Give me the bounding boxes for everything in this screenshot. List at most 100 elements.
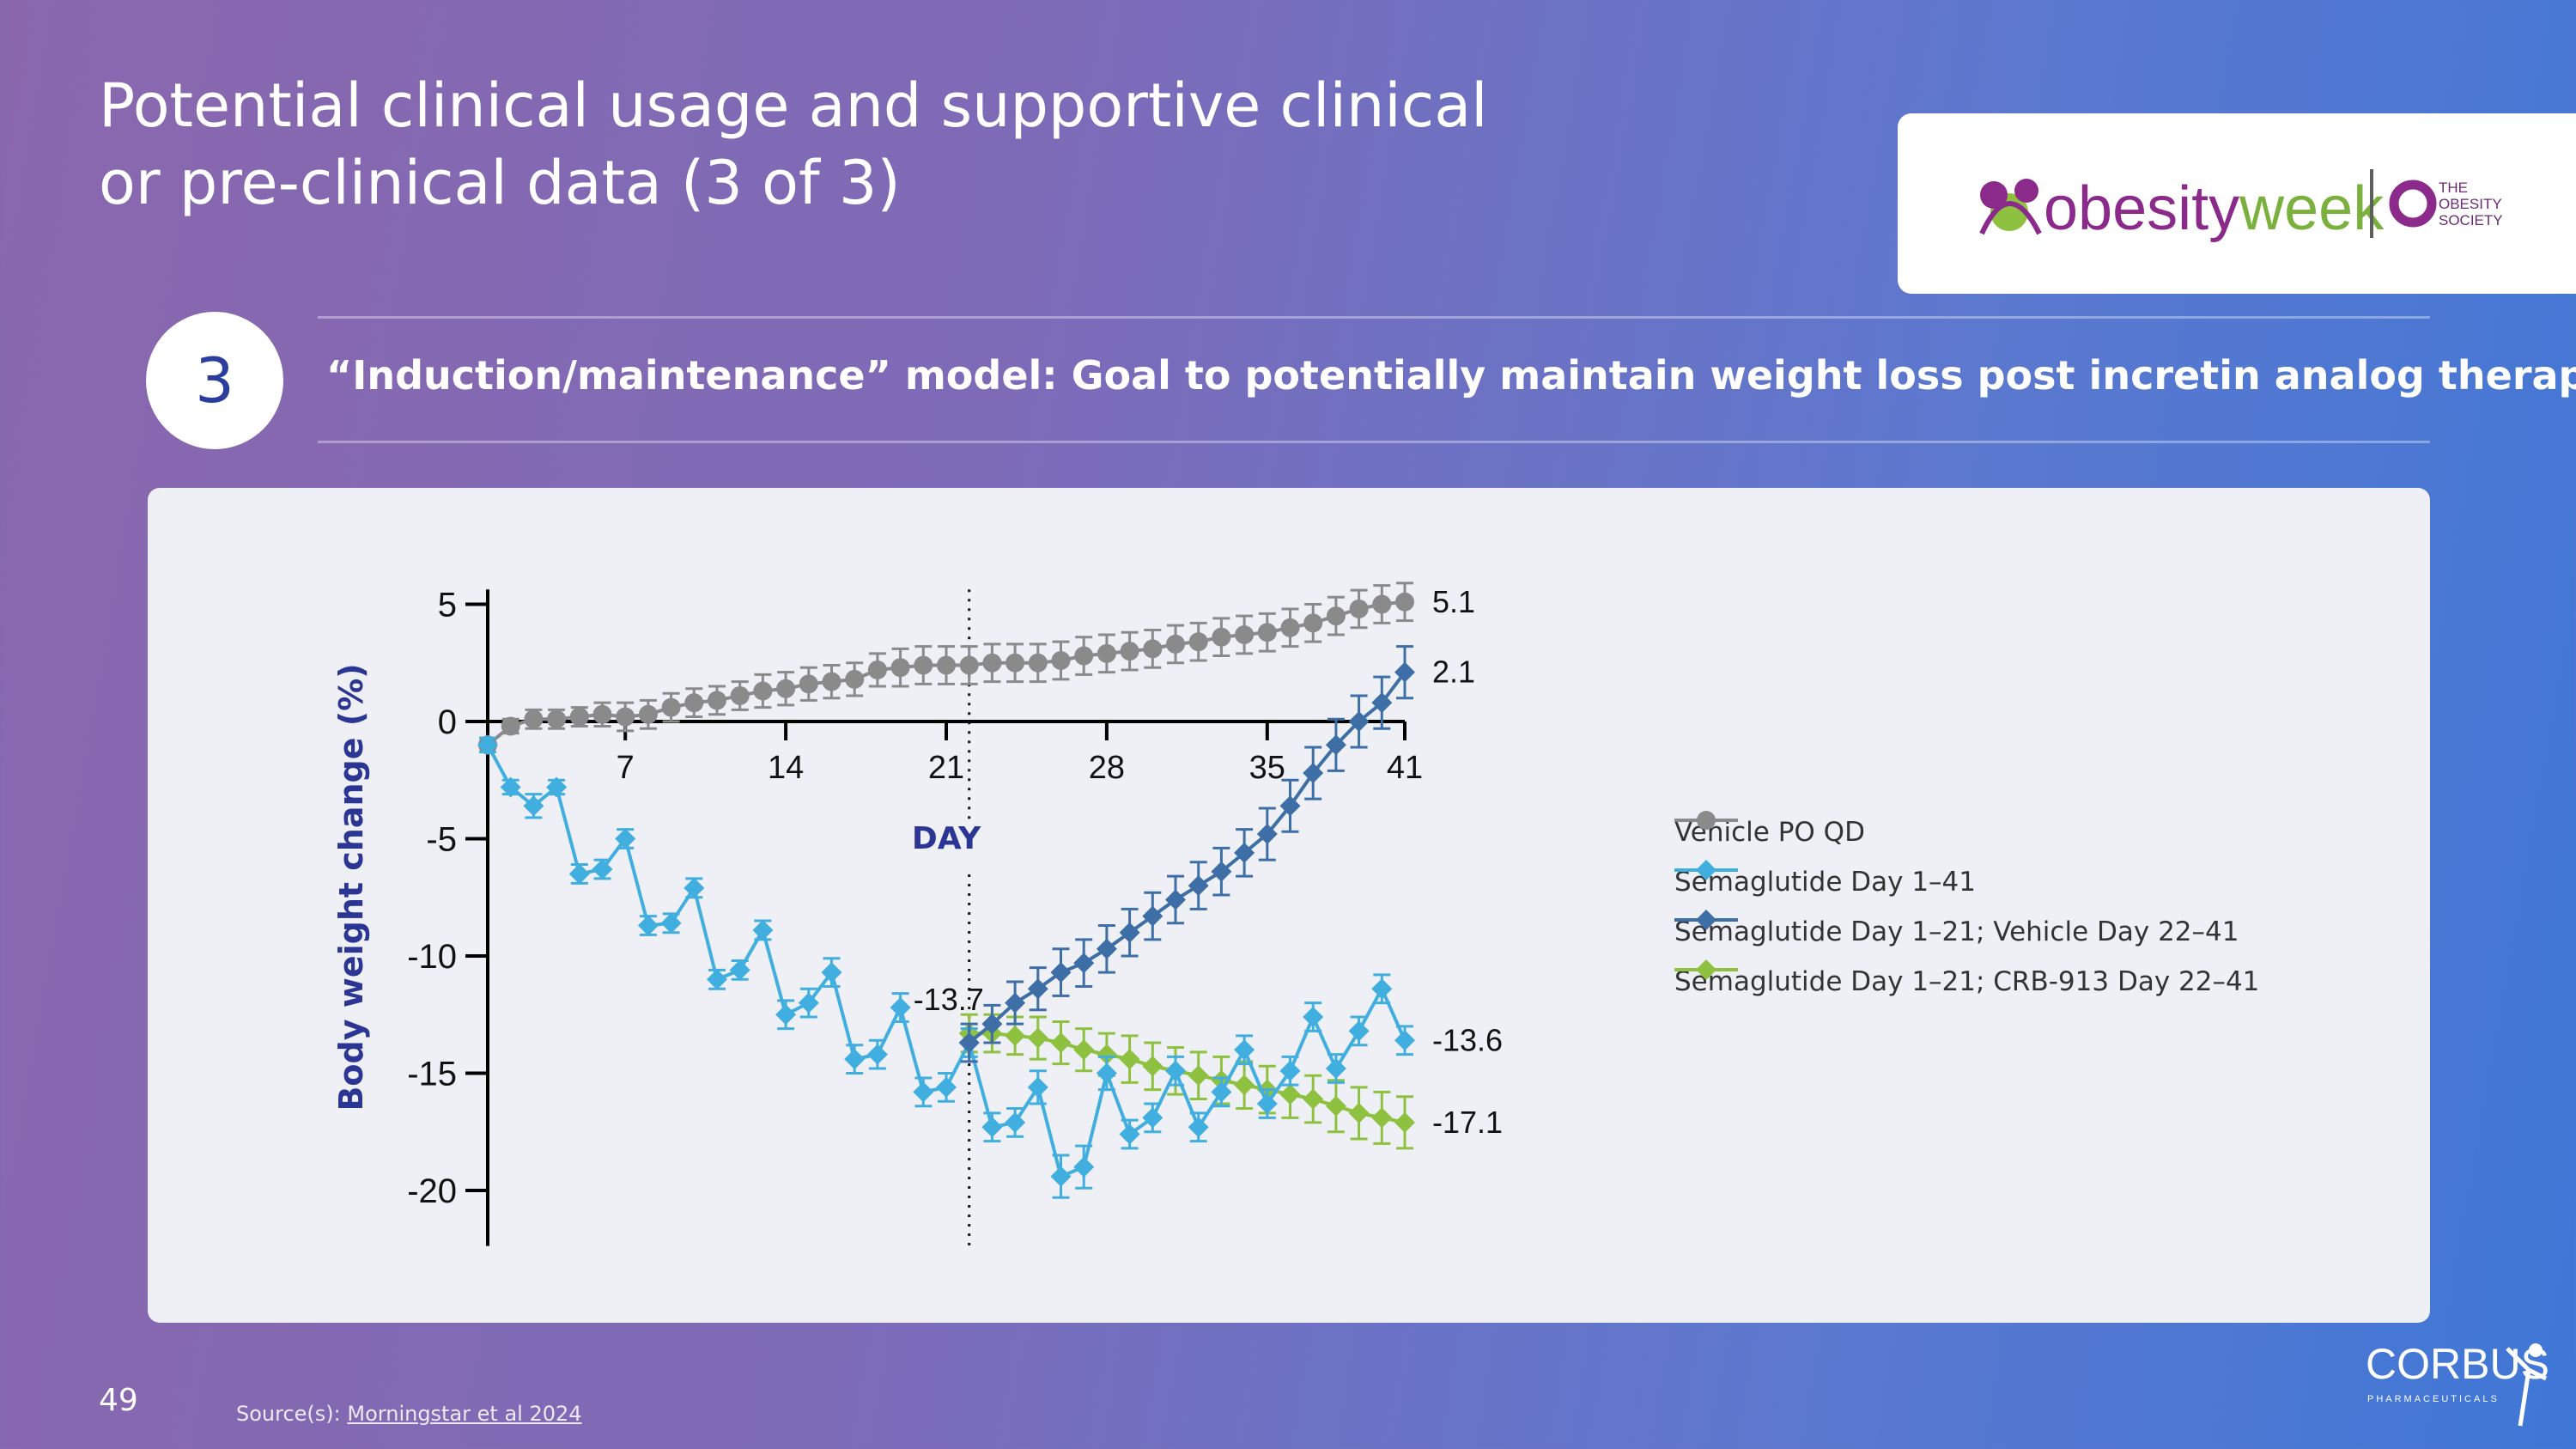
data-point (867, 660, 887, 679)
data-point (1280, 618, 1300, 637)
data-point (1050, 1166, 1072, 1187)
society-line-2: OBESITY (2439, 196, 2502, 212)
data-point (1394, 661, 1415, 683)
data-point (844, 1049, 866, 1070)
data-point (1348, 1102, 1370, 1123)
data-point (1279, 1060, 1301, 1081)
data-point (1051, 651, 1071, 671)
title-line-2: or pre-clinical data (3 of 3) (99, 148, 901, 218)
data-point (1028, 653, 1048, 673)
data-point (1256, 1093, 1278, 1114)
data-point (890, 997, 911, 1019)
data-point (1394, 1111, 1415, 1133)
data-point (1325, 1058, 1346, 1080)
x-tick-label: 35 (1249, 750, 1285, 786)
legend-swatch (1674, 811, 1738, 830)
data-point (500, 776, 521, 798)
legend-item: Semaglutide Day 1–21; Vehicle Day 22–41 (1674, 907, 2259, 957)
data-point (637, 915, 659, 936)
data-point (1142, 1056, 1163, 1077)
data-point (822, 672, 841, 691)
obesityweek-wordmark: obesityweek (2044, 174, 2385, 243)
data-point (1348, 711, 1370, 732)
data-point (1256, 824, 1278, 845)
data-point (1143, 639, 1163, 659)
data-point (1371, 1107, 1393, 1129)
data-point (981, 1014, 1003, 1035)
data-point (569, 707, 589, 727)
data-point (1348, 1020, 1370, 1042)
data-point (1027, 978, 1048, 1000)
data-point (1166, 634, 1185, 654)
legend-item: Semaglutide Day 1–41 (1674, 857, 2259, 907)
data-point (1394, 1030, 1415, 1051)
legend-label: Semaglutide Day 1–21; CRB-913 Day 22–41 (1674, 966, 2260, 997)
data-point (1211, 1081, 1232, 1103)
data-point (913, 1081, 934, 1103)
data-point (1188, 1065, 1209, 1087)
y-tick-label: 0 (438, 703, 457, 741)
legend-item: Semaglutide Day 1–21; CRB-913 Day 22–41 (1674, 957, 2259, 1007)
data-point (1326, 606, 1346, 626)
x-tick-label: 41 (1387, 750, 1423, 786)
data-point (1212, 627, 1231, 647)
data-point (1257, 623, 1277, 642)
data-point (661, 697, 681, 717)
title-line-1: Potential clinical usage and supportive … (99, 70, 1488, 141)
y-tick-label: 5 (438, 587, 457, 624)
source-link[interactable]: Morningstar et al 2024 (347, 1402, 582, 1426)
x-axis-label: DAY (912, 821, 981, 856)
data-point (1395, 592, 1414, 612)
data-point (477, 734, 498, 756)
section-number-badge: 3 (146, 312, 283, 449)
data-point (1096, 1062, 1117, 1084)
y-tick-label: -10 (407, 938, 457, 976)
data-point (1027, 1076, 1048, 1098)
page-number: 49 (99, 1383, 138, 1418)
corbus-wordmark: CORBUS (2366, 1340, 2549, 1388)
data-point (1142, 1107, 1163, 1129)
society-line-3: SOCIETY (2439, 212, 2503, 228)
corbus-logo: CORBUS PHARMACEUTICALS (2361, 1331, 2559, 1438)
data-point (981, 1117, 1003, 1138)
y-tick-label: -5 (426, 821, 457, 859)
data-point (616, 707, 635, 727)
data-point (1303, 1088, 1324, 1110)
data-point (1073, 953, 1095, 974)
y-tick-label: -20 (407, 1172, 457, 1210)
data-point (638, 704, 658, 724)
data-point (1279, 1084, 1301, 1105)
data-point (1096, 1044, 1117, 1065)
data-point (1027, 1027, 1048, 1049)
data-point (1188, 632, 1208, 652)
data-point (660, 912, 682, 934)
data-point (708, 691, 726, 710)
data-point (1120, 642, 1139, 661)
society-icon (2389, 180, 2437, 228)
legend-swatch (1674, 959, 1738, 980)
x-tick-label: 21 (928, 750, 964, 786)
data-label: -13.7 (914, 982, 984, 1017)
data-point (890, 658, 910, 678)
data-point (547, 709, 567, 729)
data-point (1234, 1039, 1255, 1061)
source-note: Source(s): Morningstar et al 2024 (236, 1402, 582, 1426)
data-point (1165, 1060, 1186, 1081)
data-point (1371, 978, 1393, 1000)
data-point (959, 655, 979, 675)
source-prefix: Source(s): (236, 1402, 341, 1426)
data-point (546, 776, 568, 798)
data-point (937, 655, 956, 675)
data-point (752, 919, 774, 941)
data-point (775, 1004, 797, 1026)
rule-top (318, 316, 2430, 319)
data-point (592, 858, 613, 880)
data-point (798, 992, 819, 1014)
data-point (1234, 842, 1255, 863)
data-point (592, 704, 612, 724)
data-point (914, 655, 933, 675)
data-point (1119, 922, 1140, 943)
data-label: -17.1 (1432, 1105, 1503, 1140)
obesityweek-logo: obesityweek THE OBESITY SOCIETY (1898, 113, 2576, 294)
data-point (1005, 1111, 1026, 1133)
